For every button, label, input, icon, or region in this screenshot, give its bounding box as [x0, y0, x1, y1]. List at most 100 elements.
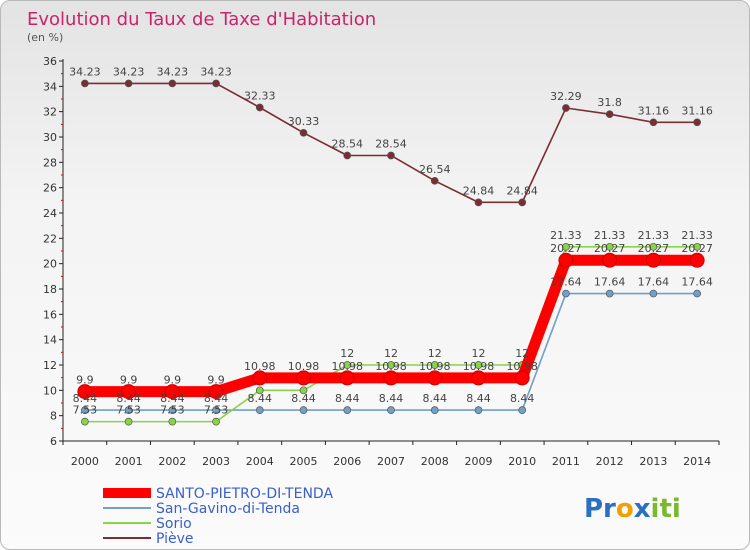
data-label: 8.44: [248, 392, 273, 405]
data-label: 10.98: [244, 360, 276, 373]
data-label: 10.98: [375, 360, 407, 373]
y-tick-label: 36: [43, 55, 57, 68]
series-pi-ve: [81, 79, 701, 207]
logo-part-1: Pr: [584, 494, 616, 524]
x-tick-label: 2010: [508, 455, 536, 468]
data-label: 8.44: [73, 392, 98, 405]
y-tick-label: 14: [43, 334, 57, 347]
data-label: 12: [340, 347, 354, 360]
data-point: [343, 406, 352, 414]
data-point: [689, 252, 705, 268]
data-point: [387, 361, 395, 369]
data-point: [255, 103, 264, 112]
data-label: 12: [471, 347, 485, 360]
logo-part-2: o: [616, 494, 634, 524]
legend: SANTO-PIETRO-DI-TENDASan-Gavino-di-Tenda…: [103, 486, 333, 547]
series-santo-pietro-di-tenda: [77, 252, 705, 400]
data-point: [470, 370, 486, 386]
data-point: [427, 370, 443, 386]
data-point: [255, 406, 264, 414]
data-point: [605, 242, 614, 251]
data-point: [168, 79, 177, 88]
data-label: 34.23: [200, 65, 232, 78]
data-label: 10.98: [463, 360, 495, 373]
data-label: 8.44: [204, 392, 229, 405]
data-label: 7.53: [73, 404, 98, 417]
data-point: [343, 361, 352, 369]
data-label: 31.16: [681, 104, 713, 117]
data-point: [693, 118, 701, 127]
axes: 6 8 10 12 14 16 18 20 22 24 26 28 30 32 34 36 2000 2001 20…: [43, 55, 720, 468]
data-label: 34.23: [69, 65, 101, 78]
data-label: 24.84: [463, 184, 495, 197]
data-label: 8.44: [379, 392, 404, 405]
data-label: 17.64: [638, 276, 670, 289]
svg-text:Proxiti: Proxiti: [584, 494, 681, 524]
data-label: 8.44: [466, 392, 491, 405]
y-tick-label: 24: [43, 207, 57, 220]
data-point: [299, 406, 308, 414]
data-point: [518, 406, 527, 414]
data-point: [645, 252, 661, 268]
y-tick-label: 22: [43, 232, 57, 245]
data-label: 12: [428, 347, 442, 360]
data-label: 32.29: [550, 90, 582, 103]
y-tick-label: 26: [43, 182, 57, 195]
data-point: [212, 79, 220, 88]
x-tick-label: 2012: [596, 455, 624, 468]
x-tick-label: 2008: [421, 455, 449, 468]
proxiti-logo: Proxiti: [584, 494, 681, 524]
data-label: 20.27: [594, 242, 626, 255]
data-point: [558, 252, 574, 268]
data-point: [299, 128, 308, 137]
data-label: 21.33: [638, 229, 670, 242]
data-label: 17.64: [594, 276, 626, 289]
y-tick-label: 34: [43, 80, 57, 93]
data-point: [605, 289, 614, 298]
data-point: [168, 417, 177, 426]
data-label: 24.84: [506, 184, 538, 197]
data-label: 8.44: [160, 392, 185, 405]
data-point: [693, 242, 701, 251]
data-point: [164, 384, 180, 400]
data-label: 10.98: [419, 360, 451, 373]
data-point: [124, 417, 133, 426]
y-tick-label: 30: [43, 131, 57, 144]
data-label: 28.54: [332, 137, 364, 150]
data-label: 21.33: [550, 229, 582, 242]
data-point: [649, 242, 658, 251]
data-point: [255, 386, 264, 395]
data-point: [77, 384, 93, 400]
data-point: [208, 384, 224, 400]
data-point: [474, 361, 483, 369]
x-tick-label: 2011: [552, 455, 580, 468]
data-point: [602, 252, 618, 268]
data-point: [474, 198, 483, 207]
data-point: [299, 386, 308, 395]
data-label: 17.64: [681, 276, 713, 289]
data-point: [430, 176, 439, 185]
data-point: [474, 406, 483, 414]
data-point: [339, 370, 355, 386]
data-label: 12: [384, 347, 398, 360]
data-point: [124, 79, 133, 88]
data-label: 9.9: [164, 374, 182, 387]
data-point: [514, 370, 530, 386]
data-label: 28.54: [375, 137, 407, 150]
legend-label: Sorio: [156, 516, 192, 532]
data-label: 21.33: [594, 229, 626, 242]
data-point: [212, 417, 220, 426]
logo-part-4: iti: [651, 494, 681, 524]
y-tick-label: 10: [43, 384, 57, 397]
data-label: 9.9: [207, 374, 225, 387]
data-point: [81, 406, 89, 414]
data-label: 8.44: [291, 392, 316, 405]
x-tick-label: 2002: [158, 455, 186, 468]
data-point: [124, 406, 133, 414]
series-san-gavino-di-tenda: [81, 289, 701, 414]
x-tick-label: 2009: [464, 455, 492, 468]
x-tick-label: 2004: [246, 455, 274, 468]
y-tick-label: 20: [43, 258, 57, 271]
y-tick-label: 16: [43, 308, 57, 321]
